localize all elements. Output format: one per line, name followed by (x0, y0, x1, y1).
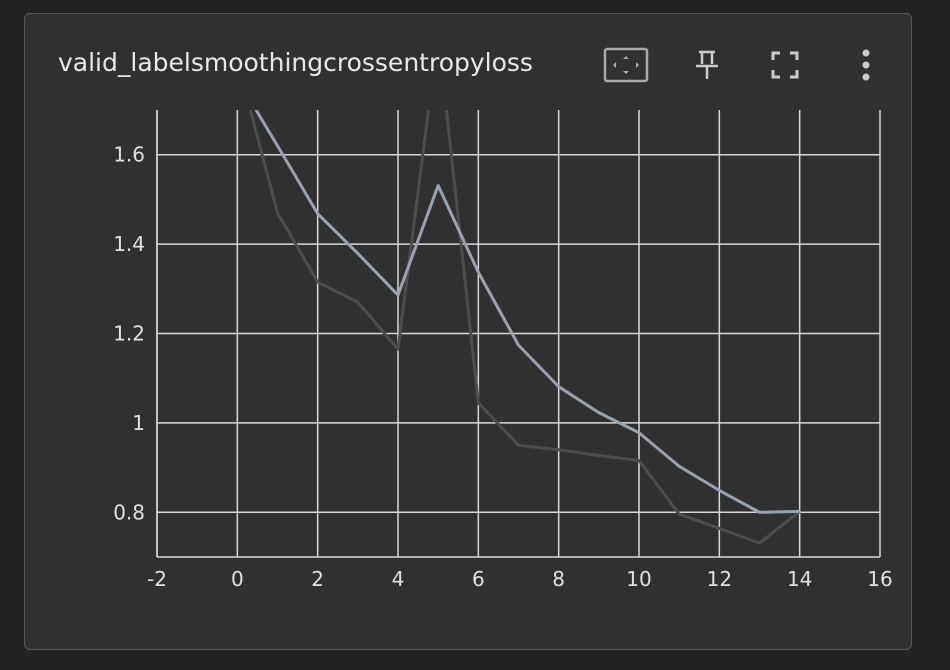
x-tick-label: 8 (552, 567, 565, 591)
card: valid_labelsmoothingcrossentropyloss (24, 13, 912, 650)
y-tick-label: 1.4 (113, 232, 145, 256)
x-tick-label: 0 (231, 567, 244, 591)
series-line (248, 110, 801, 545)
series-line (254, 110, 800, 514)
y-tick-label: 0.8 (113, 500, 145, 524)
x-tick-label: 12 (707, 567, 732, 591)
toolbar (603, 47, 870, 83)
plot-area (248, 110, 801, 545)
fullscreen-button[interactable] (771, 51, 799, 79)
pin-button[interactable] (696, 50, 718, 79)
x-tick-label: 16 (867, 567, 892, 591)
y-tick-label: 1.2 (113, 322, 145, 346)
y-tick-label: 1 (132, 411, 145, 435)
y-tick-label: 1.6 (113, 143, 145, 167)
x-tick-label: 10 (626, 567, 651, 591)
x-tick-label: 4 (392, 567, 405, 591)
card-title: valid_labelsmoothingcrossentropyloss (58, 48, 533, 77)
x-tick-label: -2 (147, 567, 167, 591)
x-tick-label: 14 (787, 567, 812, 591)
x-tick-label: 6 (472, 567, 485, 591)
x-tick-label: 2 (311, 567, 324, 591)
fit-domain-button[interactable] (603, 47, 649, 83)
more-button[interactable] (862, 49, 870, 81)
